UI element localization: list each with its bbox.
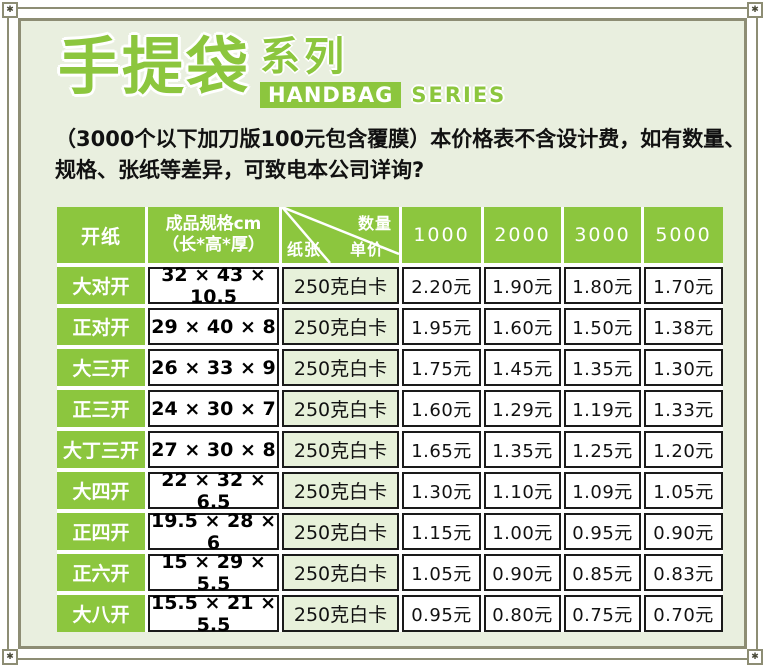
row-paper-cell: 250克白卡 <box>282 513 399 550</box>
price-cell: 2.20元 <box>402 267 481 304</box>
price-cell: 1.05元 <box>402 554 481 591</box>
title-sub-text: 系列 <box>260 34 349 80</box>
row-size-cell: 15.5 × 21 × 5.5 <box>148 592 279 636</box>
title-main-text: 手提袋 <box>58 30 251 103</box>
price-cell: 0.80元 <box>484 595 561 632</box>
pricing-note-line1: （3000个以下加刀版100元包含覆膜）本价格表不含设计费，如有数量、 <box>55 127 746 151</box>
row-size-cell: 19.5 × 28 × 6 <box>148 510 279 554</box>
row-name-cell: 大八开 <box>57 595 145 632</box>
price-cell: 1.35元 <box>564 349 641 386</box>
row-size-cell: 27 × 30 × 8 <box>148 431 279 468</box>
price-cell: 1.00元 <box>484 513 561 550</box>
price-cell: 1.50元 <box>564 308 641 345</box>
price-cell: 1.60元 <box>484 308 561 345</box>
row-size-cell: 24 × 30 × 7 <box>148 390 279 427</box>
row-size-cell: 22 × 32 × 6.5 <box>148 469 279 513</box>
price-cell: 1.33元 <box>644 390 723 427</box>
header-quantity-5000: 5000 <box>644 207 723 263</box>
corner-ornament-icon: ✱ <box>2 2 18 18</box>
header-size-line1: 成品规格cm <box>165 213 262 234</box>
price-cell: 0.70元 <box>644 595 723 632</box>
row-paper-cell: 250克白卡 <box>282 349 399 386</box>
price-table: 开纸 成品规格cm （长*高*厚） 数量 单价 纸张 1000 2000 3000 5… <box>57 207 723 636</box>
row-name-cell: 正对开 <box>57 308 145 345</box>
corner-ornament-icon: ✱ <box>747 649 763 665</box>
row-name-cell: 正六开 <box>57 554 145 591</box>
series-label: SERIES <box>411 83 507 107</box>
outer-frame-line <box>7 7 758 660</box>
price-cell: 1.30元 <box>402 472 481 509</box>
price-cell: 0.95元 <box>564 513 641 550</box>
header-paper-label: 纸张 <box>287 240 322 259</box>
header-quantity-1000: 1000 <box>402 207 481 263</box>
row-paper-cell: 250克白卡 <box>282 431 399 468</box>
price-cell: 1.15元 <box>402 513 481 550</box>
price-cell: 1.80元 <box>564 267 641 304</box>
row-size-cell: 26 × 33 × 9 <box>148 349 279 386</box>
corner-ornament-icon: ✱ <box>747 2 763 18</box>
header-size-line2: （长*高*厚） <box>162 235 265 255</box>
row-paper-cell: 250克白卡 <box>282 267 399 304</box>
header-finished-size: 成品规格cm （长*高*厚） <box>148 207 279 263</box>
row-paper-cell: 250克白卡 <box>282 472 399 509</box>
price-cell: 0.90元 <box>644 513 723 550</box>
price-cell: 1.75元 <box>402 349 481 386</box>
row-name-cell: 大丁三开 <box>57 431 145 468</box>
row-paper-cell: 250克白卡 <box>282 595 399 632</box>
row-name-cell: 正三开 <box>57 390 145 427</box>
header-unit-price-label: 单价 <box>349 240 384 259</box>
page-title: 手提袋 系列 HANDBAG SERIES <box>58 34 506 108</box>
row-name-cell: 正四开 <box>57 513 145 550</box>
title-right-block: 系列 HANDBAG SERIES <box>260 37 506 108</box>
row-size-cell: 15 × 29 × 5.5 <box>148 551 279 595</box>
header-cut-paper: 开纸 <box>57 207 145 263</box>
diagonal-lines-icon <box>282 207 399 263</box>
handbag-badge: HANDBAG <box>260 82 402 108</box>
header-quantity-2000: 2000 <box>484 207 561 263</box>
row-paper-cell: 250克白卡 <box>282 554 399 591</box>
row-paper-cell: 250克白卡 <box>282 308 399 345</box>
price-cell: 1.09元 <box>564 472 641 509</box>
pricing-note: （3000个以下加刀版100元包含覆膜）本价格表不含设计费，如有数量、 规格、张… <box>55 124 755 186</box>
price-cell: 0.95元 <box>402 595 481 632</box>
pricing-note-line2: 规格、张纸等差异，可致电本公司详询? <box>55 158 425 182</box>
price-cell: 1.70元 <box>644 267 723 304</box>
price-cell: 1.20元 <box>644 431 723 468</box>
row-size-cell: 29 × 40 × 8 <box>148 308 279 345</box>
row-size-cell: 32 × 43 × 10.5 <box>148 264 279 308</box>
price-cell: 1.35元 <box>484 431 561 468</box>
price-cell: 1.90元 <box>484 267 561 304</box>
price-cell: 1.30元 <box>644 349 723 386</box>
row-name-cell: 大四开 <box>57 472 145 509</box>
header-quantity-3000: 3000 <box>564 207 641 263</box>
price-cell: 1.38元 <box>644 308 723 345</box>
price-cell: 1.95元 <box>402 308 481 345</box>
header-diagonal-cell: 数量 单价 纸张 <box>282 207 399 263</box>
header-finished-size-lines: 成品规格cm （长*高*厚） <box>162 214 265 257</box>
price-cell: 1.25元 <box>564 431 641 468</box>
header-quantity-label: 数量 <box>357 214 392 233</box>
price-cell: 0.90元 <box>484 554 561 591</box>
price-cell: 1.19元 <box>564 390 641 427</box>
price-cell: 1.10元 <box>484 472 561 509</box>
corner-ornament-icon: ✱ <box>2 649 18 665</box>
title-english-row: HANDBAG SERIES <box>260 82 506 108</box>
price-cell: 1.29元 <box>484 390 561 427</box>
price-cell: 0.83元 <box>644 554 723 591</box>
row-name-cell: 大三开 <box>57 349 145 386</box>
price-cell: 0.75元 <box>564 595 641 632</box>
row-name-cell: 大对开 <box>57 267 145 304</box>
price-cell: 1.60元 <box>402 390 481 427</box>
price-cell: 1.65元 <box>402 431 481 468</box>
price-cell: 0.85元 <box>564 554 641 591</box>
row-paper-cell: 250克白卡 <box>282 390 399 427</box>
price-cell: 1.05元 <box>644 472 723 509</box>
price-cell: 1.45元 <box>484 349 561 386</box>
